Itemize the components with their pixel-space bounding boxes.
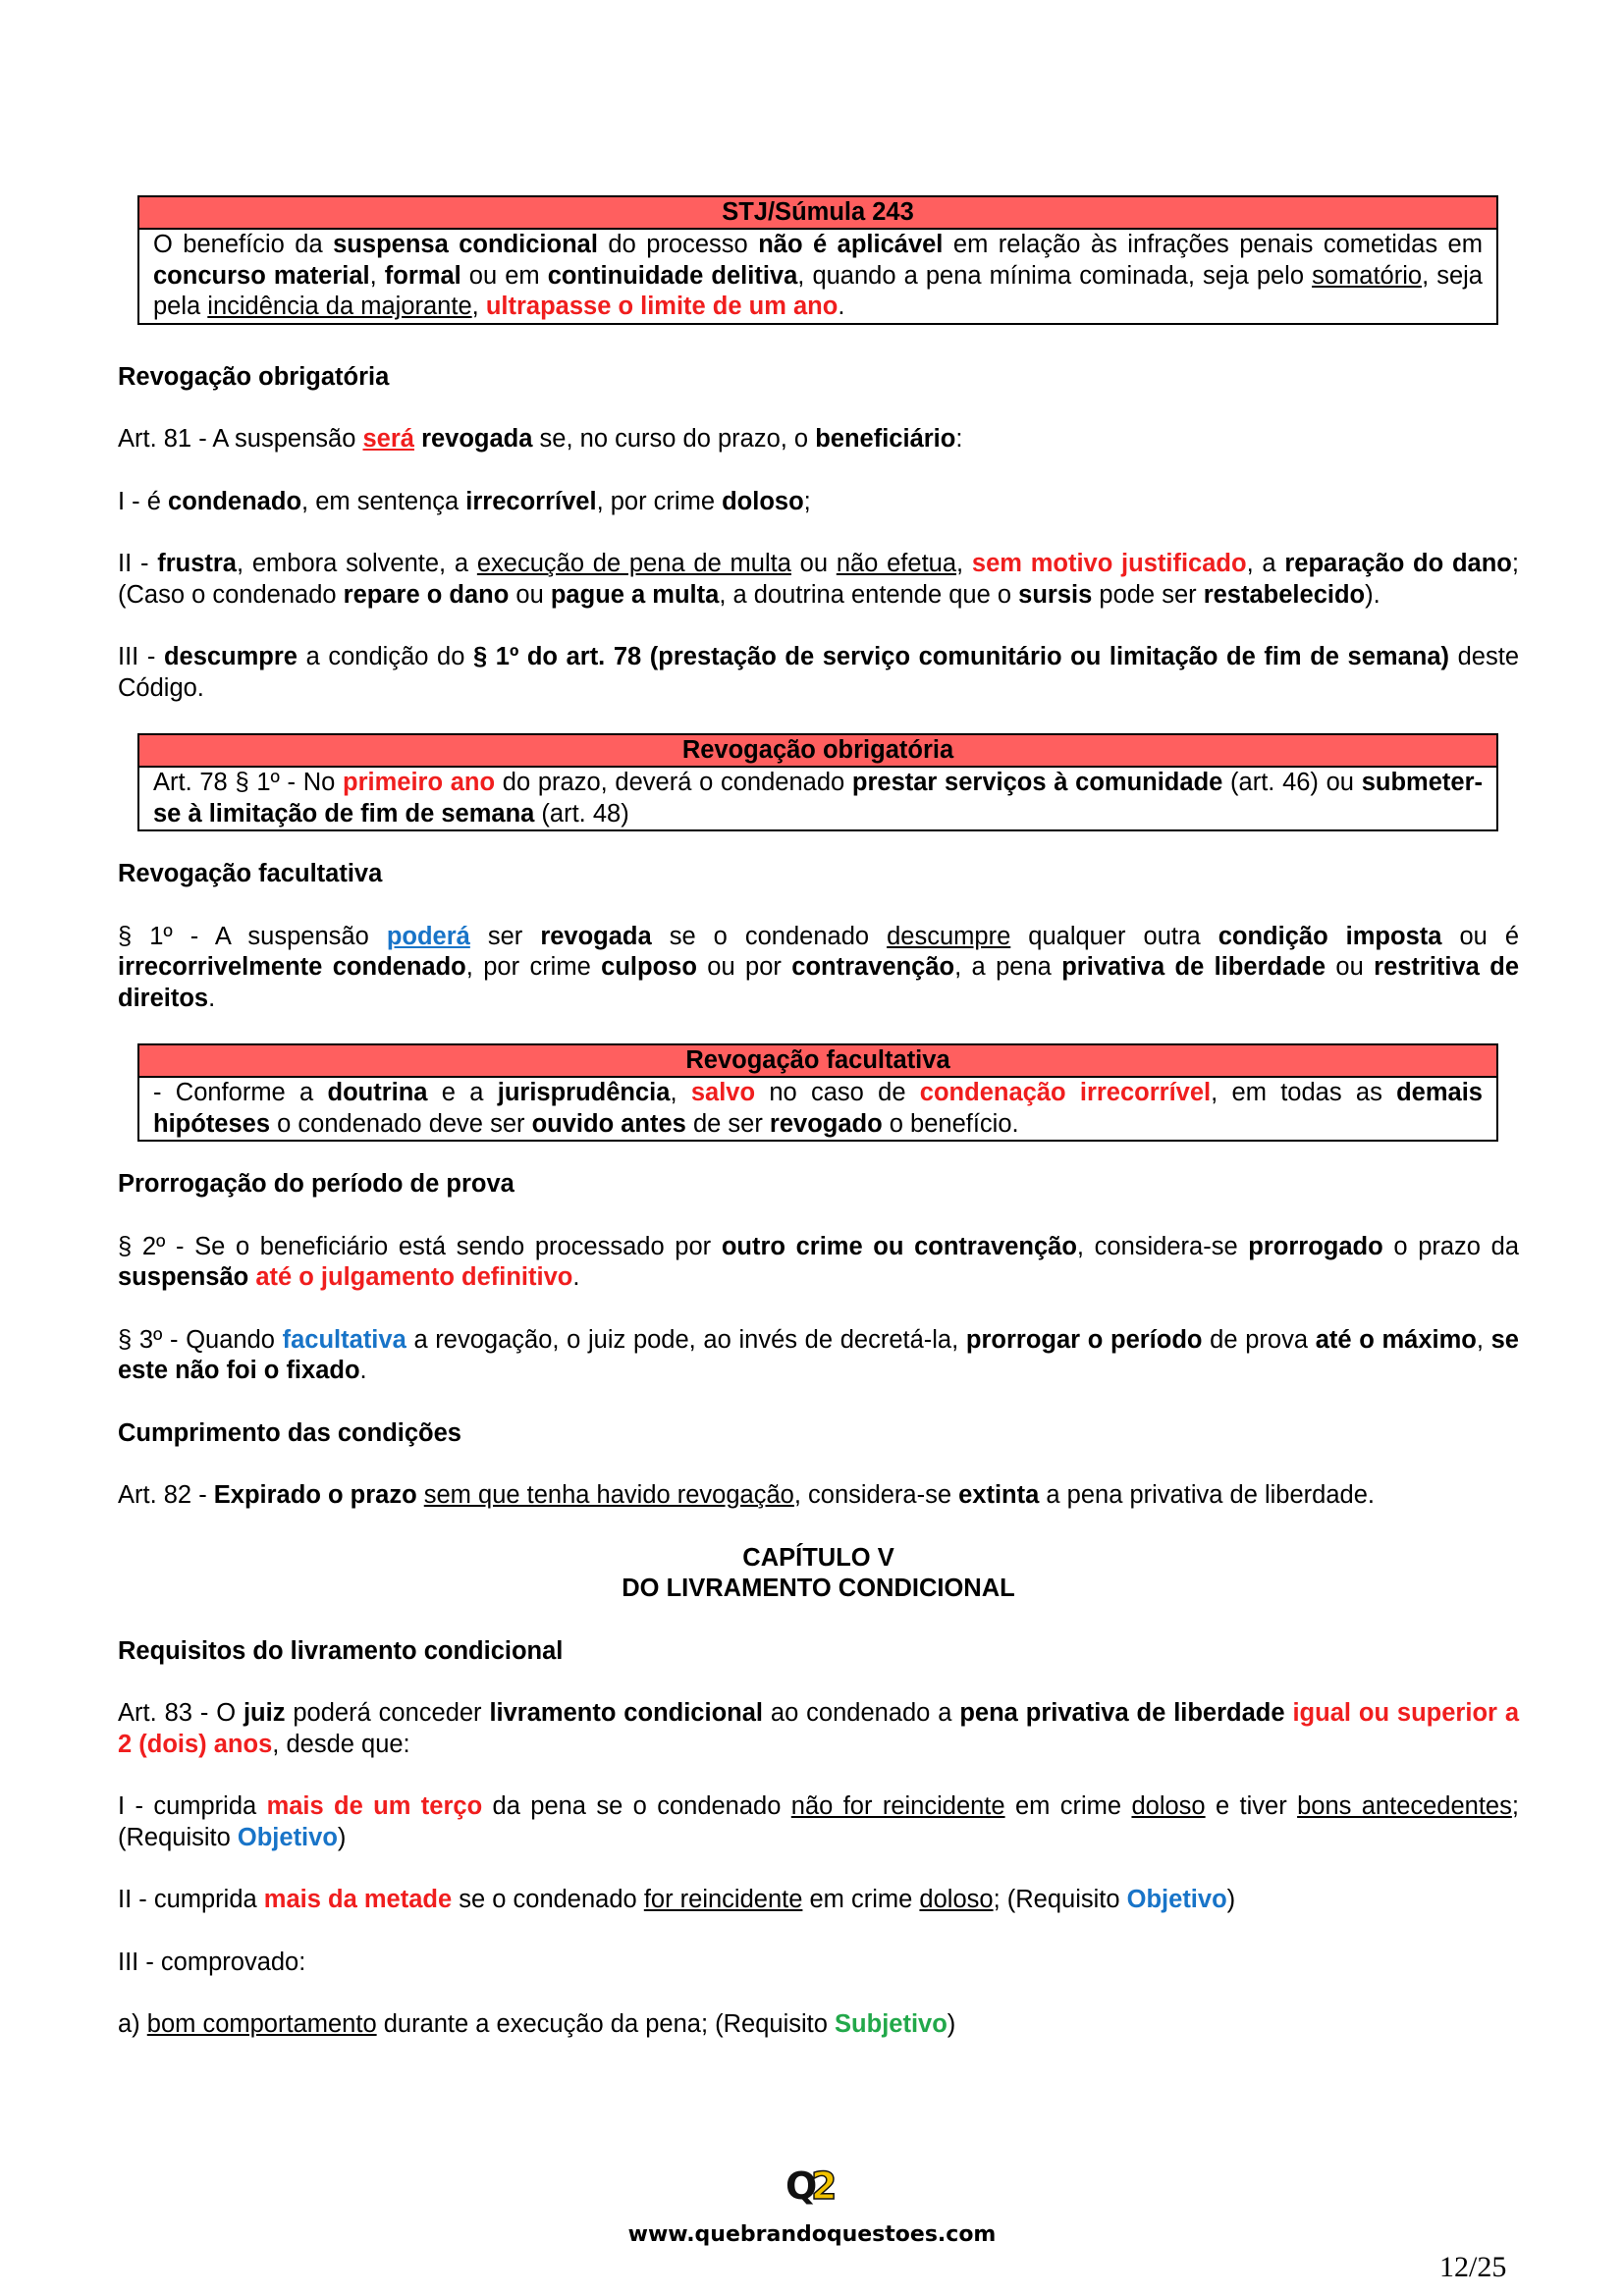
chapter-number: CAPÍTULO V	[742, 1543, 894, 1572]
box-body: Art. 78 § 1º - No primeiro ano do prazo,…	[153, 769, 1483, 828]
chapter-title: DO LIVRAMENTO CONDICIONAL	[622, 1575, 1015, 1602]
page-content: STJ/Súmula 243 O benefício da suspensa c…	[118, 195, 1519, 2072]
box-title: Revogação facultativa	[139, 1045, 1496, 1078]
box-body: - Conforme a doutrina e a jurisprudência…	[153, 1079, 1483, 1138]
q2-logo-icon: Q 2	[785, 2163, 838, 2206]
box-title: Revogação obrigatória	[139, 735, 1496, 768]
inciso-3-paragraph: III - descumpre a condição do § 1º do ar…	[118, 643, 1520, 702]
art-83-paragraph: Art. 83 - O juiz poderá conceder livrame…	[118, 1699, 1520, 1758]
requisito-1: I - cumprida mais de um terço da pena se…	[118, 1792, 1519, 1851]
paragrafo-2: § 2º - Se o beneficiário está sendo proc…	[118, 1232, 1519, 1292]
footer-url: www.quebrandoquestoes.com	[627, 2222, 997, 2247]
section-heading-cumprimento: Cumprimento das condições	[118, 1418, 461, 1447]
art-82-paragraph: Art. 82 - Expirado o prazo sem que tenha…	[118, 1481, 1375, 1509]
section-heading-revogacao-obrigatoria: Revogação obrigatória	[118, 362, 390, 391]
paragrafo-3: § 3º - Quando facultativa a revogação, o…	[118, 1325, 1519, 1385]
requisito-3: III - comprovado:	[118, 1948, 306, 1976]
revogacao-facultativa-box: Revogação facultativa - Conforme a doutr…	[137, 1043, 1498, 1142]
requisito-a: a) bom comportamento durante a execução …	[118, 2010, 956, 2038]
section-heading-requisitos: Requisitos do livramento condicional	[118, 1636, 564, 1665]
logo-q-glyph: Q	[785, 2164, 817, 2206]
box-title: STJ/Súmula 243	[139, 197, 1496, 230]
art-81-paragraph: Art. 81 - A suspensão será revogada se, …	[118, 425, 963, 453]
section-heading-revogacao-facultativa: Revogação facultativa	[118, 860, 383, 887]
chapter-heading: CAPÍTULO V DO LIVRAMENTO CONDICIONAL	[118, 1543, 1519, 1605]
requisito-2: II - cumprida mais da metade se o conden…	[118, 1886, 1236, 1913]
box-body: O benefício da suspensa condicional do p…	[153, 231, 1483, 320]
page-number: 12/25	[1439, 2251, 1507, 2283]
inciso-2-paragraph: II - frustra, embora solvente, a execuçã…	[118, 550, 1519, 609]
art-78-box: Revogação obrigatória Art. 78 § 1º - No …	[137, 733, 1498, 831]
sumula-243-box: STJ/Súmula 243 O benefício da suspensa c…	[137, 195, 1498, 325]
inciso-1-paragraph: I - é condenado, em sentença irrecorríve…	[118, 487, 811, 515]
section-heading-prorrogacao: Prorrogação do período de prova	[118, 1170, 514, 1198]
paragrafo-1: § 1º - A suspensão poderá ser revogada s…	[118, 922, 1520, 1012]
logo-2-glyph: 2	[811, 2164, 837, 2206]
